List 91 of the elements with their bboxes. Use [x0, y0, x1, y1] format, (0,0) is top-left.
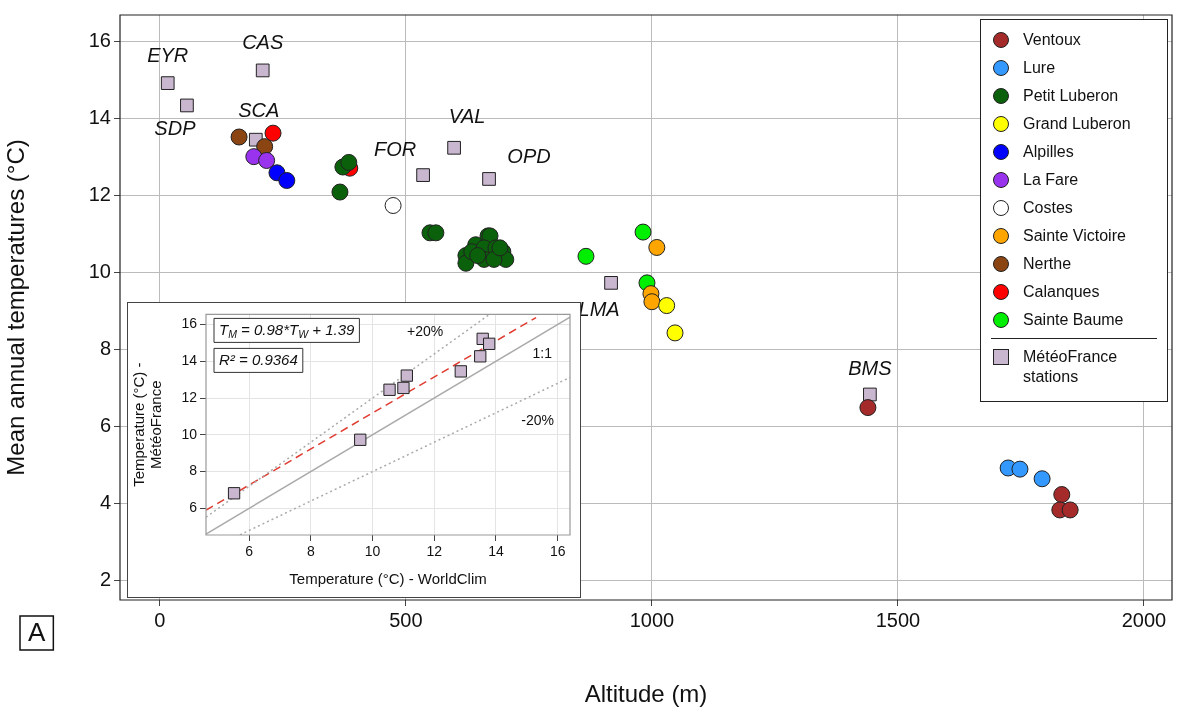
point	[227, 487, 241, 500]
annotation: 1:1	[532, 344, 553, 361]
legend-label: Alpilles	[1023, 142, 1074, 162]
point	[1011, 460, 1029, 478]
point	[491, 239, 509, 257]
y-tick-label: 10	[181, 425, 198, 442]
annotation: SDP	[154, 117, 197, 140]
legend-label: Lure	[1023, 58, 1056, 78]
text: A	[28, 617, 46, 648]
point	[1061, 501, 1079, 519]
point	[427, 224, 445, 242]
x-tick-label: 500	[389, 608, 423, 631]
point	[383, 383, 396, 396]
legend-label: Sainte Baume	[1023, 310, 1124, 330]
annotation: SCA	[238, 99, 280, 122]
point	[474, 350, 487, 363]
point	[634, 223, 652, 241]
y-tick-label: 12	[181, 388, 198, 405]
y-tick-label: 14	[181, 352, 198, 369]
annotation: FOR	[373, 137, 417, 160]
point	[577, 247, 595, 265]
x-tick-label: 16	[549, 543, 566, 560]
point	[340, 153, 358, 171]
point	[1053, 486, 1071, 504]
point	[384, 197, 402, 215]
point	[447, 140, 461, 155]
y-tick-label: 10	[88, 260, 111, 283]
y-tick-label: 6	[99, 414, 111, 437]
legend-label: Ventoux	[1023, 30, 1081, 50]
annotation: CAS	[242, 30, 284, 53]
x-tick-label: 2000	[1121, 608, 1167, 631]
x-tick-label: 12	[426, 543, 443, 560]
y-tick-label: 16	[88, 29, 111, 52]
x-tick-label: 1000	[629, 608, 675, 631]
annotation: +20%	[407, 322, 444, 339]
annotation: BMS	[848, 357, 893, 380]
annotation: -20%	[521, 411, 554, 428]
legend-label: Grand Luberon	[1023, 114, 1131, 134]
x-tick-label: 6	[245, 543, 254, 560]
y-tick-label: 8	[189, 462, 198, 479]
x-tick-label: 8	[306, 543, 315, 560]
point	[482, 172, 496, 186]
point	[331, 183, 349, 201]
y-tick-label: 14	[88, 106, 111, 129]
point	[648, 238, 666, 256]
y-tick-label: 12	[88, 183, 111, 206]
annotation: OPD	[507, 144, 551, 167]
point	[400, 369, 413, 382]
annotation: EYR	[147, 43, 189, 66]
point	[454, 365, 467, 378]
y-tick-label: 16	[181, 315, 198, 332]
legend-label: Sainte Victoire	[1023, 226, 1126, 246]
y-tick-label: 6	[189, 499, 198, 516]
legend-label: Calanques	[1023, 282, 1100, 302]
legend-label: Costes	[1023, 198, 1073, 218]
x-axis-title: Altitude (m)	[584, 680, 708, 708]
point	[180, 98, 194, 113]
point	[666, 324, 684, 342]
point	[483, 337, 496, 350]
point	[604, 276, 618, 290]
point	[658, 297, 676, 315]
y-axis-title: Mean annual temperatures (°C)	[1, 139, 29, 476]
point	[230, 128, 248, 146]
y-axis-title: Temperature (°C) - MétéoFrance	[130, 362, 164, 487]
legend-label: La Fare	[1023, 170, 1079, 190]
point	[469, 247, 487, 265]
point	[1033, 470, 1051, 488]
point	[264, 124, 282, 142]
point	[160, 76, 175, 90]
annotation: VAL	[448, 105, 486, 128]
point	[397, 381, 410, 395]
point	[416, 168, 430, 182]
x-tick-label: 0	[154, 608, 166, 631]
point	[859, 399, 877, 417]
x-tick-label: 14	[488, 543, 504, 560]
point	[255, 63, 270, 78]
y-tick-label: 8	[99, 337, 111, 360]
y-tick-label: 2	[99, 568, 111, 591]
point	[258, 151, 276, 169]
point	[643, 293, 661, 311]
x-axis-title: Temperature (°C) - WorldClim	[289, 570, 487, 588]
legend-label: MétéoFrance stations	[1023, 347, 1119, 387]
point	[863, 387, 877, 402]
y-tick-label: 4	[99, 491, 111, 514]
legend-label: Petit Luberon	[1023, 86, 1119, 106]
point	[354, 433, 367, 446]
legend-label: Nerthe	[1023, 254, 1072, 274]
x-tick-label: 10	[364, 543, 381, 560]
point	[278, 171, 296, 189]
annotation: R² = 0.9364	[219, 350, 298, 368]
x-tick-label: 1500	[875, 608, 921, 631]
